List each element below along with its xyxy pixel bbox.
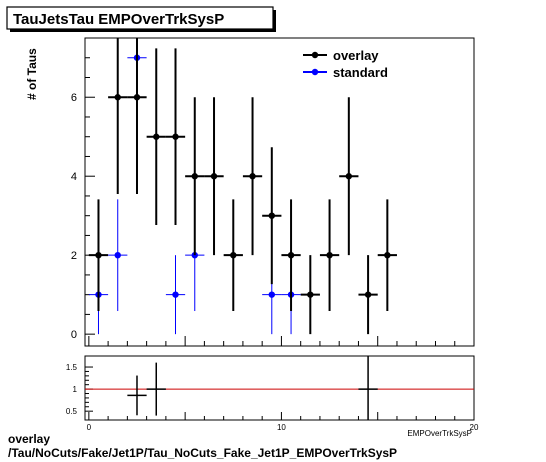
main-plot-frame <box>84 37 475 347</box>
marker <box>95 251 102 259</box>
ratio-x-tick-label: 10 <box>277 423 286 432</box>
y-tick-label: 0 <box>71 329 77 341</box>
legend-label: overlay <box>333 48 379 63</box>
data-point-overlay <box>223 199 243 312</box>
ratio-axis-ticks: 0.5 1 1.5 0 10 20 <box>66 363 479 432</box>
marker <box>364 291 372 298</box>
ratio-x-tick-label: 20 <box>470 423 479 432</box>
marker <box>307 291 314 298</box>
ratio-y-tick-label: 1 <box>73 385 78 394</box>
marker <box>133 94 141 101</box>
ratio-point <box>358 356 378 420</box>
marker <box>287 251 295 259</box>
legend-item-overlay: overlay <box>303 48 379 63</box>
data-point-overlay <box>242 97 263 256</box>
marker <box>172 291 179 298</box>
marker <box>384 251 391 259</box>
footer-line-1: overlay <box>8 432 51 446</box>
legend-label: standard <box>333 65 388 80</box>
chart-title: TauJetsTau EMPOverTrkSysP <box>13 11 224 28</box>
marker <box>268 291 275 298</box>
data-point-standard <box>108 199 128 312</box>
series-layer <box>88 38 397 335</box>
title-box: TauJetsTau EMPOverTrkSysP <box>6 6 276 32</box>
ratio-point <box>127 375 147 416</box>
data-point-overlay <box>262 147 282 285</box>
marker <box>114 94 121 101</box>
data-point-overlay <box>281 199 301 312</box>
ratio-layer <box>85 356 474 420</box>
data-point-overlay <box>339 97 359 256</box>
data-point-overlay <box>358 255 378 335</box>
y-tick-label: 2 <box>71 250 77 262</box>
marker <box>191 173 198 180</box>
data-point-overlay <box>108 38 128 194</box>
footer-line-2: /Tau/NoCuts/Fake/Jet1P/Tau_NoCuts_Fake_J… <box>8 446 398 460</box>
data-point-overlay <box>185 97 205 256</box>
y-axis-label: # of Taus <box>25 48 39 100</box>
ratio-point <box>146 362 166 416</box>
main-axis-ticks: 0 2 4 6 <box>71 57 475 346</box>
marker <box>172 133 179 140</box>
ratio-y-tick-label: 0.5 <box>66 407 78 416</box>
legend: overlay standard <box>303 48 388 80</box>
legend-swatch-marker <box>311 68 319 76</box>
data-point-overlay <box>300 255 320 335</box>
marker <box>230 251 237 259</box>
legend-item-standard: standard <box>303 65 388 80</box>
data-point-overlay <box>165 48 186 226</box>
data-point-overlay <box>88 199 109 312</box>
marker <box>249 173 256 180</box>
data-point-overlay <box>127 38 147 194</box>
ratio-plot-frame <box>84 355 475 421</box>
data-point-overlay <box>146 48 166 226</box>
ratio-y-tick-label: 1.5 <box>66 363 78 372</box>
data-point-overlay <box>377 199 397 312</box>
marker <box>153 133 160 140</box>
data-point-overlay <box>204 97 224 256</box>
data-point-overlay <box>319 199 340 312</box>
legend-swatch-marker <box>311 51 319 59</box>
data-point-standard <box>165 255 186 335</box>
y-tick-label: 6 <box>71 92 77 104</box>
marker <box>114 251 121 259</box>
ratio-x-tick-label: 0 <box>87 423 92 432</box>
x-axis-label: EMPOverTrkSysP <box>407 429 472 438</box>
marker <box>210 173 218 180</box>
marker <box>345 173 353 180</box>
marker <box>326 251 333 259</box>
marker <box>268 212 275 219</box>
y-tick-label: 4 <box>71 171 77 183</box>
